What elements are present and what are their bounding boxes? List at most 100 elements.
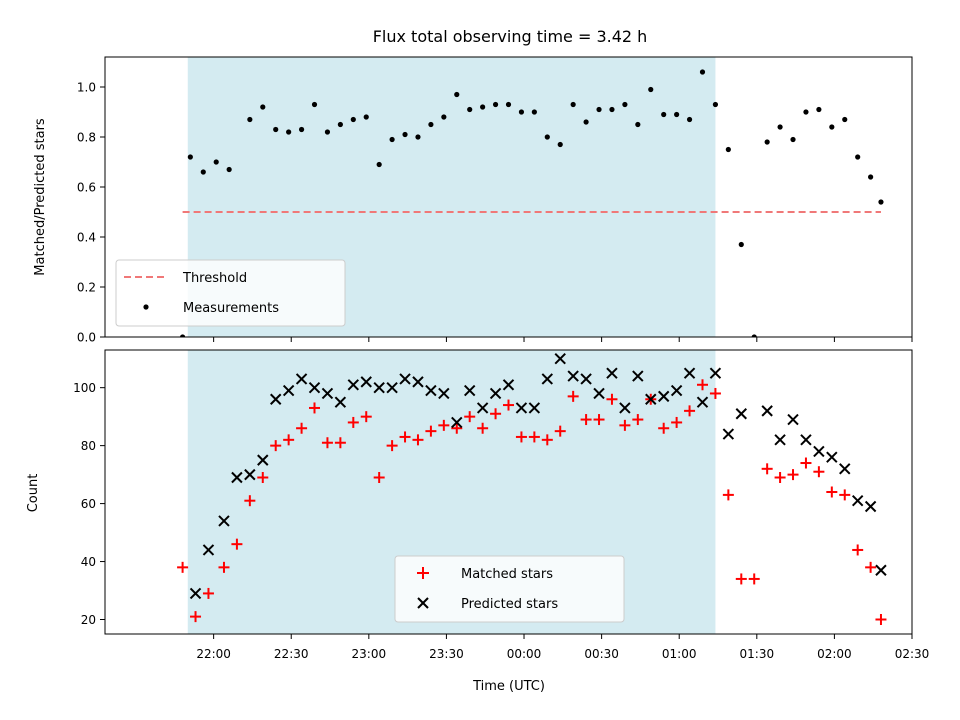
x-tick-label: 22:30: [274, 647, 309, 661]
matched-star-point: [244, 495, 256, 507]
measurement-point: [790, 136, 796, 143]
measurement-point: [557, 141, 563, 148]
measurement-point: [213, 159, 219, 165]
matched-star-point: [231, 538, 243, 550]
legend-predicted-label: Predicted stars: [461, 597, 558, 612]
measurement-point: [200, 169, 206, 175]
matched-star-point: [748, 573, 760, 585]
predicted-star-point: [231, 471, 243, 484]
predicted-star-point: [528, 402, 541, 414]
x-tick-label: 01:30: [740, 647, 775, 661]
matched-star-point: [875, 614, 887, 626]
bottom-y-tick-label: 60: [81, 497, 96, 511]
measurement-point: [855, 154, 861, 160]
measurement-point: [661, 111, 667, 118]
predicted-star-point: [722, 428, 735, 440]
predicted-star-point: [735, 408, 747, 420]
matched-star-point: [386, 440, 398, 452]
predicted-star-point: [761, 405, 773, 417]
matched-star-point: [658, 422, 670, 434]
measurement-point: [868, 174, 874, 180]
top-y-axis-label: Matched/Predicted stars: [33, 118, 48, 276]
predicted-star-point: [593, 387, 605, 400]
predicted-star-point: [451, 416, 463, 429]
predicted-star-point: [619, 402, 631, 414]
predicted-star-point: [282, 384, 295, 397]
predicted-star-point: [502, 379, 515, 391]
x-tick-label: 01:00: [662, 647, 697, 661]
matched-star-point: [503, 399, 514, 411]
legend-matched-label: Matched stars: [461, 567, 553, 582]
matched-star-point: [334, 437, 346, 449]
measurement-point: [686, 116, 693, 123]
measurement-point: [518, 109, 525, 115]
predicted-star-point: [839, 463, 851, 475]
predicted-star-point: [257, 454, 269, 466]
predicted-star-point: [567, 370, 579, 382]
measurement-point: [609, 106, 615, 113]
matched-star-point: [865, 561, 877, 573]
matched-star-point: [826, 486, 838, 498]
bottom-y-tick-label: 80: [81, 439, 96, 453]
measurement-point: [829, 124, 835, 130]
predicted-star-point: [295, 373, 308, 385]
matched-star-point: [412, 434, 424, 446]
measurement-point: [226, 166, 232, 173]
matched-star-point: [528, 431, 540, 443]
measurement-point: [816, 106, 822, 113]
measurement-point: [441, 114, 447, 120]
measurement-point: [480, 104, 486, 110]
predicted-star-point: [670, 384, 683, 397]
measurement-point: [376, 161, 382, 168]
top-y-tick-label: 0.4: [77, 231, 96, 245]
matched-star-point: [190, 611, 202, 623]
predicted-star-point: [800, 434, 812, 446]
top-x-ticks: [213, 337, 913, 342]
predicted-star-point: [373, 381, 385, 394]
measurement-point: [878, 199, 884, 205]
predicted-star-point: [438, 387, 450, 400]
measurement-point: [454, 91, 460, 98]
measurement-point: [596, 106, 602, 113]
matched-star-point: [360, 411, 372, 423]
bottom-axes-frame: [104, 349, 913, 635]
matched-star-point: [606, 393, 618, 405]
predicted-star-point: [606, 367, 618, 379]
matched-star-point: [684, 405, 696, 417]
measurement-point: [363, 114, 369, 120]
top-y-tick-label: 0.6: [77, 181, 96, 195]
predicted-star-point: [826, 451, 838, 463]
measurement-point: [415, 134, 421, 140]
matched-star-point: [283, 434, 295, 446]
matched-star-point: [541, 434, 553, 446]
top-marks: [179, 69, 884, 337]
x-tick-label: 23:00: [352, 647, 387, 661]
measurement-point: [622, 101, 628, 108]
predicted-star-point: [864, 500, 877, 513]
predicted-star-point: [189, 587, 202, 600]
matched-star-point: [839, 489, 851, 501]
measurement-point: [350, 116, 356, 123]
legend-measurements-label: Measurements: [183, 301, 279, 316]
predicted-star-point: [709, 367, 722, 379]
measurement-point: [803, 109, 809, 115]
matched-star-point: [347, 416, 359, 428]
matched-star-point: [722, 489, 734, 501]
top-y-tick-label: 1.0: [77, 81, 96, 95]
measurement-point: [635, 121, 641, 128]
matched-star-point: [852, 544, 864, 556]
measurement-point: [298, 126, 305, 133]
measurement-point: [467, 106, 473, 113]
predicted-star-point: [813, 445, 825, 458]
matched-star-point: [177, 561, 189, 573]
matched-star-point: [619, 419, 631, 431]
top-y-tick-label: 0.8: [77, 131, 96, 145]
measurement-point: [725, 146, 731, 153]
predicted-star-point: [476, 402, 489, 414]
predicted-star-point: [683, 367, 696, 379]
matched-star-point: [270, 440, 282, 452]
measurement-point: [402, 131, 408, 138]
measurement-point: [751, 334, 757, 337]
matched-star-point: [309, 402, 321, 414]
